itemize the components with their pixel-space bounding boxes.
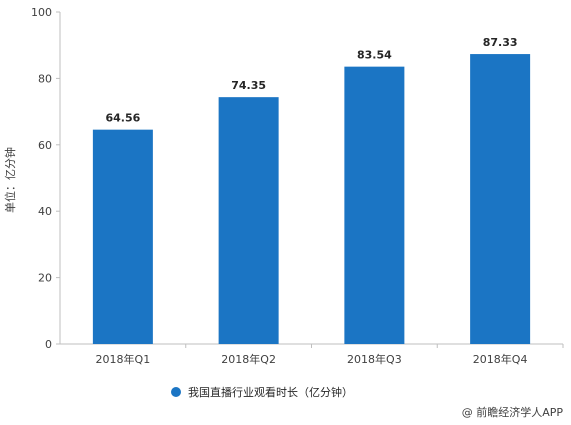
legend-label: 我国直播行业观看时长（亿分钟）: [188, 385, 353, 399]
legend-marker: [171, 387, 181, 397]
bar: [92, 129, 153, 344]
x-tick-labels: 2018年Q1 2018年Q2 2018年Q3 2018年Q4: [96, 344, 564, 366]
y-tick-label: 100: [31, 6, 52, 19]
y-tick-label: 80: [38, 72, 52, 85]
y-tick-label: 0: [45, 338, 52, 351]
legend: 我国直播行业观看时长（亿分钟）: [171, 385, 353, 399]
bar: [218, 97, 279, 345]
y-tick-label: 20: [38, 272, 52, 285]
x-tick-label: 2018年Q2: [221, 352, 276, 366]
y-tick-label: 40: [38, 205, 52, 218]
y-tick-label: 60: [38, 139, 52, 152]
x-tick-label: 2018年Q4: [473, 352, 528, 366]
bar-value-label: 64.56: [105, 112, 140, 125]
bar-value-label: 83.54: [357, 49, 392, 62]
x-tick-label: 2018年Q3: [347, 352, 402, 366]
data-labels: 64.56 74.35 83.54 87.33: [105, 36, 517, 125]
y-axis-title: 单位：亿分钟: [3, 147, 17, 213]
source-credit: @ 前瞻经济学人APP: [462, 405, 564, 419]
bar-value-label: 87.33: [483, 36, 518, 49]
bar: [344, 66, 405, 344]
bar-value-label: 74.35: [231, 79, 266, 92]
x-tick-label: 2018年Q1: [96, 352, 151, 366]
y-tick-labels: 0 20 40 60 80 100: [31, 6, 60, 351]
bars: [92, 54, 531, 345]
bar: [470, 54, 531, 345]
